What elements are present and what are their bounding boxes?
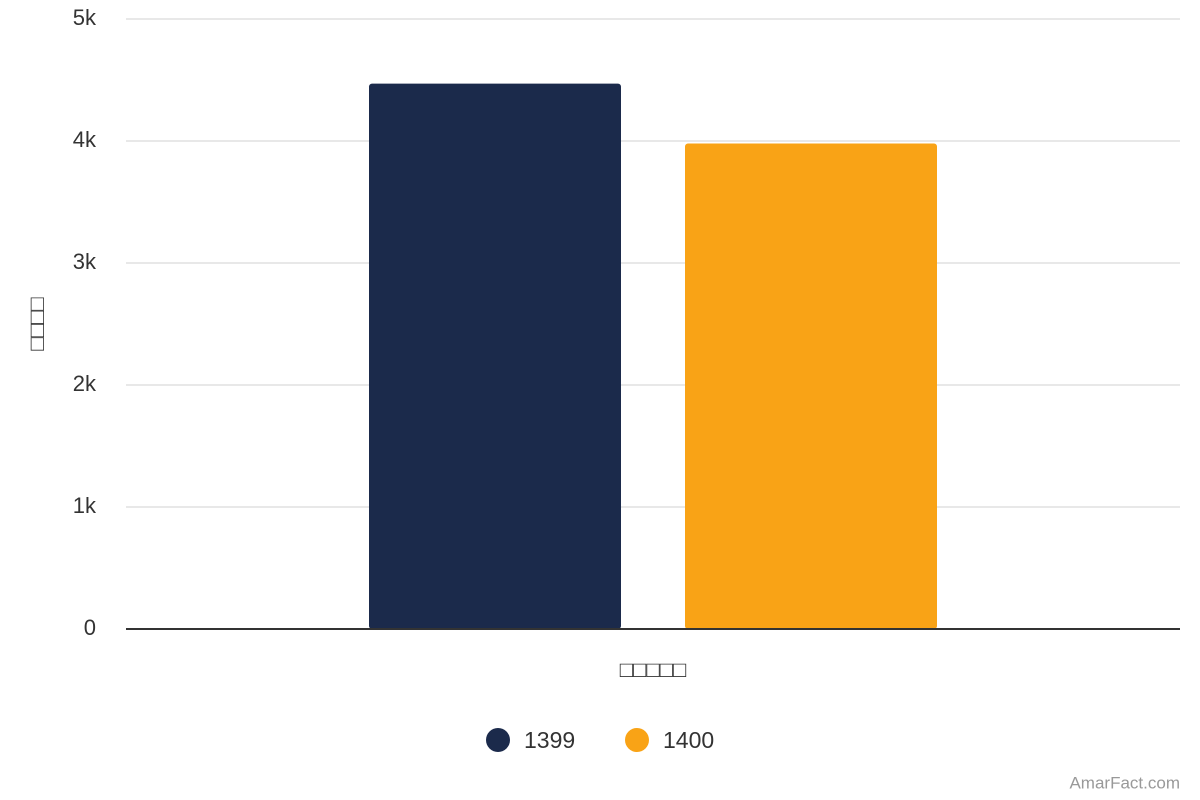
legend-marker[interactable] [486, 728, 510, 752]
y-tick-label: 1k [73, 493, 97, 518]
y-tick-label: 3k [73, 249, 97, 274]
y-tick-label: 5k [73, 5, 97, 30]
legend-marker[interactable] [625, 728, 649, 752]
x-tick-label: □□□□□ [620, 657, 686, 682]
y-axis-label: □□□□ [24, 297, 49, 350]
y-tick-label: 2k [73, 371, 97, 396]
bar[interactable] [369, 83, 621, 629]
legend-label[interactable]: 1399 [524, 727, 575, 753]
credit: AmarFact.com [1069, 773, 1180, 792]
bar[interactable] [685, 143, 937, 629]
legend-label[interactable]: 1400 [663, 727, 714, 753]
y-tick-label: 0 [84, 615, 96, 640]
y-tick-label: 4k [73, 127, 97, 152]
